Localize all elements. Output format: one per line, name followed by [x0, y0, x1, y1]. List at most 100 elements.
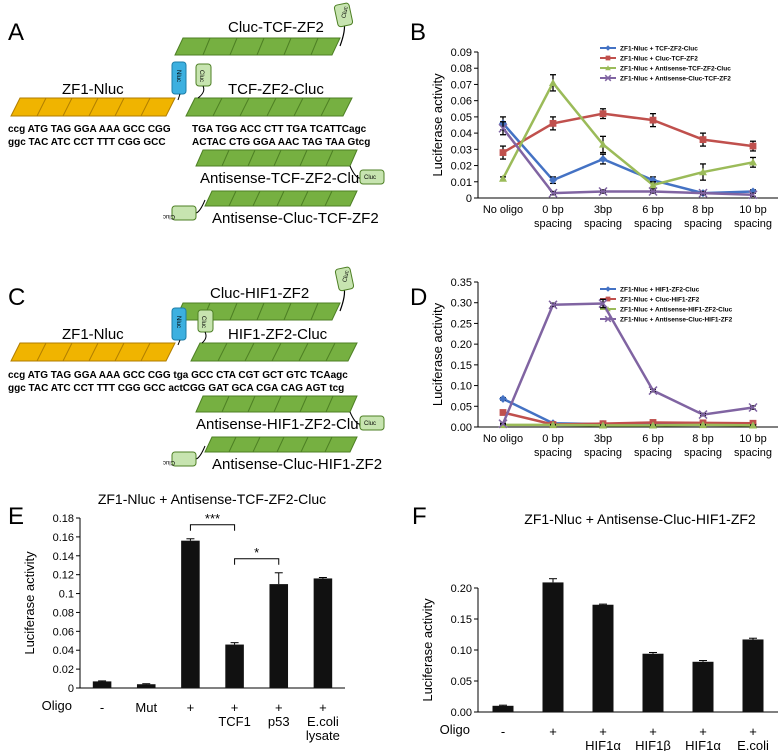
y-tick-label: 0.10 [451, 645, 472, 657]
svg-text:Cluc: Cluc [342, 270, 350, 283]
cluc-tag-icon [359, 169, 385, 185]
chart-title: ZF1-Nluc + Antisense-Cluc-HIF1-ZF2 [524, 511, 756, 527]
legend-label: ZF1-Nluc + TCF-ZF2-Cluc [620, 46, 698, 53]
data-point [648, 186, 658, 197]
seq-bottom-a: ggc TAC ATC CCT TTT CGG GCC [8, 137, 166, 148]
y-tick-label: 0.03 [451, 144, 472, 156]
y-tick-label: 0.05 [451, 401, 472, 413]
tcf-zf2-cluc-bar [185, 97, 353, 117]
chart-b: 0 0.01 0.02 0.03 0.04 0.05 0.06 0.07 0.08 0.09 Luc… [430, 45, 778, 230]
bar [92, 681, 112, 688]
x-tick-label: Mut [135, 700, 157, 715]
antisense-tcf-zf2-cluc-label: Antisense-TCF-ZF2-Cluc [200, 170, 367, 187]
legend-marker [605, 65, 611, 71]
data-point [599, 110, 607, 118]
antisense-hif1-zf2-cluc-bar [195, 395, 358, 413]
data-point [749, 142, 757, 150]
legend-marker [605, 45, 611, 51]
cluc-hif1-zf2-label: Cluc-HIF1-ZF2 [210, 285, 309, 302]
bar [225, 644, 244, 688]
legend-marker [604, 315, 612, 323]
seq-bottom-a2: ACTAC CTG GGA AAC TAG TAA Gtcg [192, 137, 370, 148]
data-point [748, 402, 758, 413]
y-tick-label: 0.10 [451, 381, 472, 393]
x-tick-label: + [319, 700, 327, 715]
data-point [749, 158, 757, 166]
nluc-tag-icon [171, 307, 187, 341]
y-tick-label: 0.30 [451, 298, 472, 310]
x-tick-label: spacing [684, 218, 722, 230]
data-point [548, 300, 558, 310]
svg-text:Nluc: Nluc [175, 70, 181, 82]
y-tick-label: 0.07 [451, 79, 472, 91]
y-tick-label: 0.06 [451, 96, 472, 108]
cluc-tcf-zf2-label: Cluc-TCF-ZF2 [228, 19, 324, 36]
x-tick-label: + [599, 724, 607, 739]
y-tick-label: 0 [68, 683, 74, 695]
bar [592, 604, 614, 712]
y-axis-title: Luciferase activity [430, 73, 445, 177]
legend-label: ZF1-Nluc + Cluc-HIF1-ZF2 [620, 297, 700, 304]
x-axis-title: Oligo [440, 722, 470, 737]
y-axis-title: Luciferase activity [420, 598, 435, 702]
data-point [499, 174, 507, 182]
legend-marker [605, 286, 611, 292]
antisense-cluc-tcf-zf2-label: Antisense-Cluc-TCF-ZF2 [212, 210, 379, 227]
legend-label: ZF1-Nluc + Antisense-Cluc-TCF-ZF2 [620, 76, 731, 83]
y-tick-label: 0.15 [451, 360, 472, 372]
x-tick-label: + [649, 724, 657, 739]
x-tick-label: spacing [634, 447, 672, 459]
series-line [502, 411, 754, 426]
panel-label-c: C [8, 284, 25, 311]
series-line [502, 122, 754, 195]
x-tick-label: + [699, 724, 707, 739]
y-tick-label: 0.04 [451, 128, 472, 140]
y-axis-title: Luciferase activity [22, 551, 37, 655]
svg-text:Cluc: Cluc [163, 213, 175, 219]
data-point [599, 155, 607, 164]
x-tick-label: 0 bp [542, 433, 563, 445]
svg-text:Nluc: Nluc [175, 316, 181, 328]
hif1-zf2-cluc-label: HIF1-ZF2-Cluc [228, 326, 328, 343]
legend-marker [605, 296, 611, 302]
bar [136, 684, 156, 688]
cluc-tag-icon [333, 2, 354, 28]
x-tick-label: No oligo [483, 204, 523, 216]
data-point [598, 299, 608, 309]
x-tick-label: spacing [734, 447, 772, 459]
x-tick-label: 0 bp [542, 204, 563, 216]
chart-d: 0.00 0.05 0.10 0.15 0.20 0.25 0.30 0.35 Lucifera… [430, 277, 778, 459]
data-point [698, 188, 708, 198]
x-tick-label: 3bp [594, 433, 612, 445]
y-tick-label: 0.05 [451, 676, 472, 688]
bar [313, 578, 333, 688]
panel-label-a: A [8, 19, 24, 46]
x-tick-label: - [501, 724, 505, 739]
y-tick-label: 0.18 [53, 513, 74, 525]
chart-e: 0 0.02 0.04 0.06 0.08 0.1 0.12 0.14 0.16 0.18 Luci… [22, 491, 345, 743]
y-tick-label: 0.25 [451, 318, 472, 330]
data-point [498, 419, 508, 429]
x-tick-label: HIF1α [585, 738, 621, 751]
data-point [498, 123, 508, 133]
x-tick-label: spacing [534, 447, 572, 459]
data-point [549, 78, 557, 87]
data-point [649, 116, 657, 124]
x-tick-label: spacing [584, 218, 622, 230]
legend-label: ZF1-Nluc + Antisense-TCF-ZF2-Cluc [620, 66, 731, 73]
y-tick-label: 0.02 [451, 161, 472, 173]
x-tick-label: + [749, 724, 757, 739]
x-tick-label: + [549, 724, 557, 739]
x-tick-label: E.coli [737, 738, 769, 751]
x-tick-label: 10 bp [739, 204, 767, 216]
bar [181, 540, 200, 688]
bar [542, 582, 564, 712]
legend-label: ZF1-Nluc + Antisense-HIF1-ZF2-Cluc [620, 307, 733, 314]
data-point [698, 410, 708, 420]
y-tick-label: 0.00 [451, 422, 472, 434]
legend-label: ZF1-Nluc + Antisense-Cluc-HIF1-ZF2 [620, 317, 733, 324]
y-tick-label: 0.16 [53, 532, 74, 544]
series-line [501, 302, 754, 425]
data-point [699, 420, 707, 429]
antisense-hif1-zf2-cluc-label: Antisense-HIF1-ZF2-Cluc [196, 416, 367, 433]
